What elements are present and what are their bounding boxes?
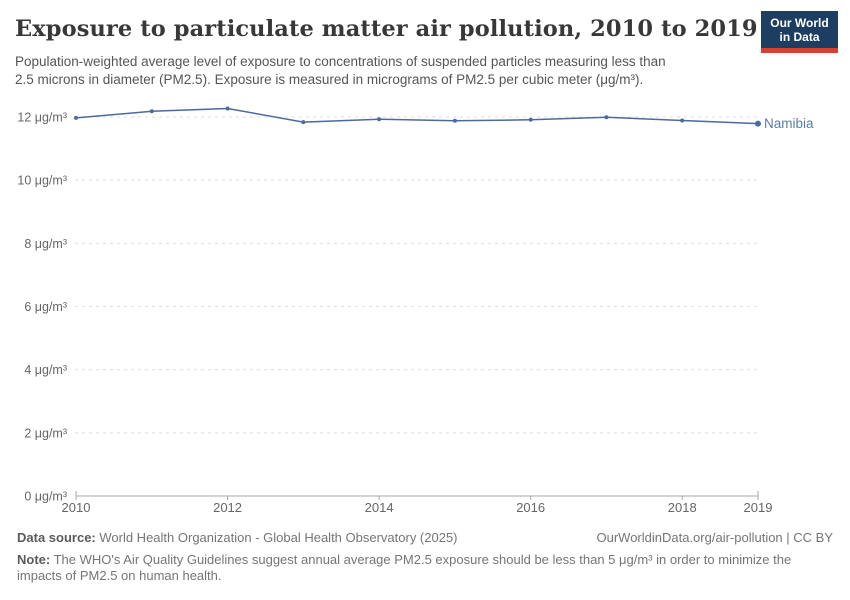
entity-label: Namibia xyxy=(764,116,814,131)
line-chart: 0 μg/m³ 2 μg/m³ 4 μg/m³ 6 μg/m³ 8 μg/m³ 10 μg… xyxy=(17,106,814,515)
logo-line-1: Our World xyxy=(770,16,829,30)
x-axis-label: 2016 xyxy=(516,500,545,515)
note-row: Note: The WHO's Air Quality Guidelines s… xyxy=(17,552,833,583)
attribution-link[interactable]: OurWorldinData.org/air-pollution | CC BY xyxy=(596,530,833,545)
x-axis-label: 2019 xyxy=(744,500,773,515)
page-title: Exposure to particulate matter air pollu… xyxy=(15,16,758,42)
data-point xyxy=(680,118,685,123)
x-axis-label: 2018 xyxy=(668,500,697,515)
y-axis-label: 12 μg/m³ xyxy=(17,111,67,125)
footer: Data source: World Health Organization -… xyxy=(17,530,833,583)
logo-line-2: in Data xyxy=(779,30,820,44)
owid-logo: Our World in Data xyxy=(761,11,838,53)
page-subtitle: Population-weighted average level of exp… xyxy=(15,54,666,87)
x-axis-label: 2010 xyxy=(62,500,91,515)
x-axis-label: 2012 xyxy=(213,500,242,515)
data-point xyxy=(755,120,761,127)
series-line xyxy=(75,107,759,125)
y-axis-label: 0 μg/m³ xyxy=(24,490,67,504)
data-source-line: Data source: World Health Organization -… xyxy=(17,530,458,545)
data-point xyxy=(528,117,533,122)
source-row: Data source: World Health Organization -… xyxy=(17,530,833,545)
y-axis-label: 10 μg/m³ xyxy=(17,174,67,188)
x-axis-label: 2014 xyxy=(365,500,394,515)
data-point xyxy=(74,115,78,120)
data-point xyxy=(301,120,306,125)
y-axis-label: 2 μg/m³ xyxy=(24,426,67,440)
data-source-label: Data source: xyxy=(17,530,96,545)
y-axis-label: 6 μg/m³ xyxy=(24,300,67,314)
data-point xyxy=(604,115,609,120)
note-label: Note: xyxy=(17,552,51,567)
y-axis-label: 4 μg/m³ xyxy=(24,363,67,377)
data-point xyxy=(452,118,457,123)
data-point xyxy=(225,106,230,111)
data-point xyxy=(377,117,382,122)
y-axis-label: 8 μg/m³ xyxy=(24,237,67,251)
data-point xyxy=(149,109,154,114)
note-text: The WHO's Air Quality Guidelines suggest… xyxy=(17,552,792,583)
data-source-text: World Health Organization - Global Healt… xyxy=(95,530,458,545)
